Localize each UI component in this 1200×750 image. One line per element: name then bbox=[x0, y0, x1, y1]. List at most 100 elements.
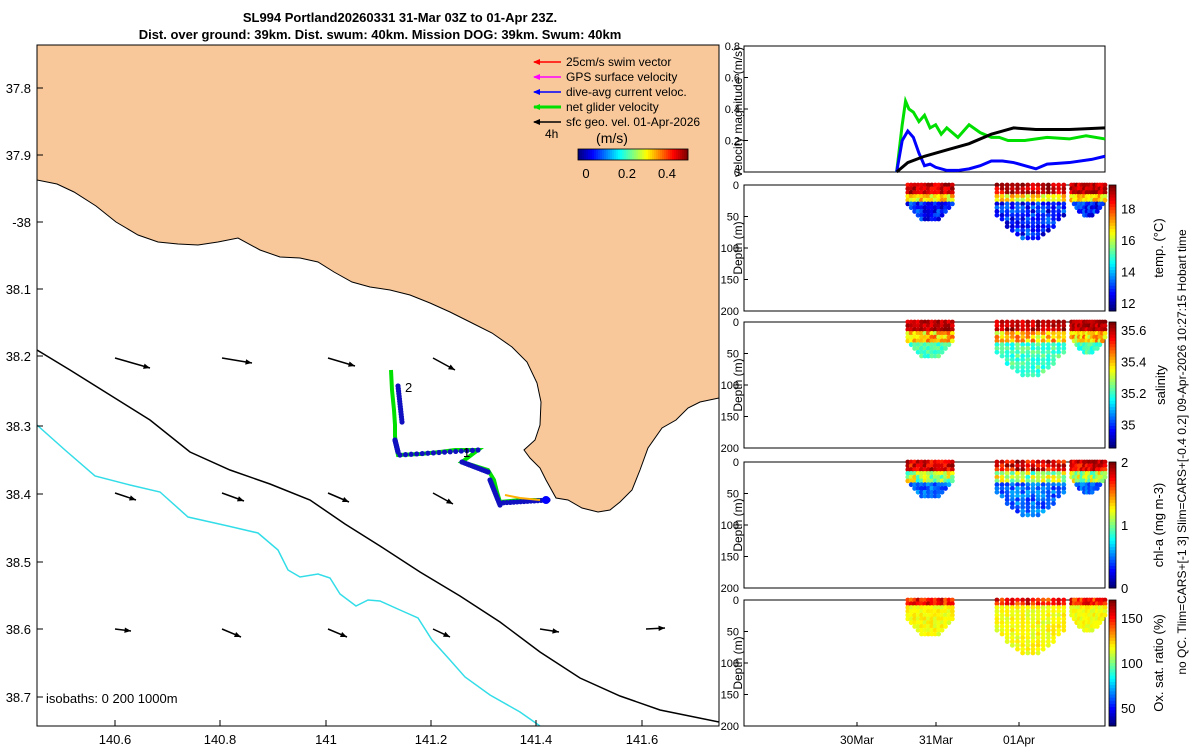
profile-point bbox=[1045, 205, 1051, 211]
profile-point bbox=[999, 319, 1005, 325]
profile-point bbox=[1061, 467, 1067, 472]
profile-point bbox=[1009, 353, 1015, 359]
profile-point bbox=[1030, 205, 1036, 211]
profile-point bbox=[1061, 327, 1067, 332]
profile-point bbox=[939, 463, 945, 469]
profile-point bbox=[922, 212, 928, 218]
profile-point bbox=[1004, 224, 1010, 229]
profile-point bbox=[915, 334, 921, 340]
profile-point bbox=[1045, 224, 1051, 229]
profile-point bbox=[908, 612, 914, 618]
section-colorbar-cell bbox=[1109, 525, 1116, 529]
profile-point bbox=[912, 624, 918, 629]
profile-point bbox=[929, 209, 935, 214]
colorbar-cell bbox=[662, 149, 665, 160]
time-tick-label: 01Apr bbox=[1003, 733, 1035, 747]
profile-point bbox=[1020, 601, 1026, 607]
profile-point bbox=[912, 327, 918, 332]
profile-point bbox=[1009, 319, 1015, 325]
profile-point bbox=[994, 478, 1000, 484]
profile-point bbox=[932, 349, 938, 355]
profile-point bbox=[949, 182, 955, 188]
section-colorbar-cell bbox=[1109, 191, 1116, 195]
profile-point bbox=[943, 182, 948, 188]
profile-point bbox=[932, 334, 938, 340]
section-colorbar-cell bbox=[1109, 322, 1116, 326]
profile-point bbox=[1040, 605, 1046, 610]
profile-point bbox=[1020, 205, 1026, 211]
section-colorbar-cell bbox=[1109, 499, 1116, 504]
profile-point bbox=[929, 346, 935, 351]
profile-point bbox=[1004, 201, 1010, 207]
colorbar-cell bbox=[620, 149, 623, 160]
profile-point bbox=[1015, 353, 1020, 359]
map-y-tick-label: 38.5 bbox=[6, 555, 31, 570]
profile-point bbox=[1030, 201, 1036, 207]
profile-point bbox=[1056, 608, 1062, 614]
colorbar-cell bbox=[582, 149, 585, 160]
profile-point bbox=[929, 474, 935, 480]
profile-point bbox=[1045, 597, 1051, 603]
profile-point bbox=[994, 186, 1000, 192]
profile-point bbox=[1035, 231, 1041, 237]
section-colorbar-cell bbox=[1109, 394, 1116, 399]
profile-point bbox=[1020, 338, 1026, 344]
profile-point bbox=[919, 197, 924, 203]
profile-point bbox=[1061, 608, 1067, 614]
section-y-tick-label: 150 bbox=[721, 275, 739, 287]
profile-point bbox=[922, 597, 928, 603]
profile-point bbox=[1089, 489, 1095, 495]
profile-point bbox=[1015, 190, 1020, 195]
profile-point bbox=[939, 467, 945, 472]
profile-point bbox=[1030, 459, 1036, 465]
profile-point bbox=[908, 482, 914, 488]
profile-point bbox=[1004, 205, 1010, 211]
profile-point bbox=[1025, 508, 1031, 514]
profile-point bbox=[1030, 319, 1036, 325]
track-dot bbox=[485, 469, 491, 475]
profile-point bbox=[999, 482, 1005, 488]
profile-point bbox=[929, 182, 935, 188]
profile-point bbox=[929, 327, 935, 332]
profile-point bbox=[943, 605, 948, 610]
profile-point bbox=[1015, 323, 1020, 329]
profile-point bbox=[1100, 616, 1105, 622]
profile-point bbox=[936, 601, 942, 607]
profile-point bbox=[932, 616, 938, 622]
profile-point bbox=[1035, 463, 1041, 469]
profile-point bbox=[905, 459, 911, 465]
profile-point bbox=[1061, 186, 1067, 192]
profile-point bbox=[936, 346, 942, 351]
profile-point bbox=[1102, 182, 1108, 188]
profile-point bbox=[999, 205, 1005, 211]
profile-point bbox=[1035, 601, 1041, 607]
profile-point bbox=[1035, 504, 1041, 510]
profile-point bbox=[1004, 489, 1010, 495]
profile-point bbox=[908, 330, 914, 336]
section-colorbar-cell bbox=[1109, 194, 1116, 199]
profile-point bbox=[915, 349, 921, 355]
profile-point bbox=[925, 353, 931, 359]
profile-point bbox=[1025, 642, 1031, 648]
profile-point bbox=[943, 463, 948, 469]
profile-point bbox=[999, 349, 1005, 355]
profile-point bbox=[1015, 220, 1020, 226]
profile-point bbox=[1040, 357, 1046, 363]
profile-point bbox=[1030, 342, 1036, 348]
profile-point bbox=[999, 620, 1005, 626]
profile-point bbox=[936, 467, 942, 472]
colorbar-cell bbox=[656, 149, 659, 160]
profile-point bbox=[946, 186, 952, 192]
profile-point bbox=[1020, 459, 1026, 465]
profile-point bbox=[1025, 224, 1031, 229]
profile-point bbox=[936, 209, 942, 214]
profile-point bbox=[912, 612, 918, 618]
profile-point bbox=[1035, 493, 1041, 499]
profile-point bbox=[922, 608, 928, 614]
profile-point bbox=[905, 612, 911, 618]
profile-point bbox=[908, 478, 914, 484]
profile-point bbox=[1102, 193, 1108, 199]
profile-point bbox=[939, 334, 945, 340]
profile-point bbox=[1040, 201, 1046, 207]
